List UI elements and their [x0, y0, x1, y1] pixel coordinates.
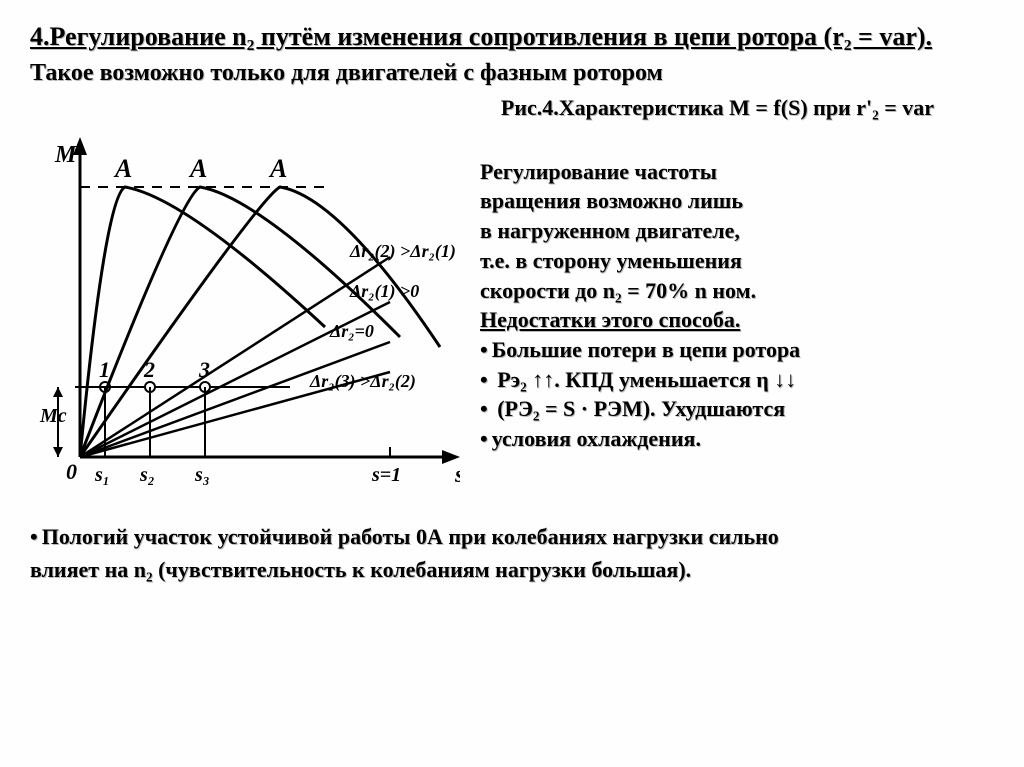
text-line: Регулирование частоты — [480, 157, 994, 187]
svg-text:Δr₂(2) >Δr₂(1): Δr₂(2) >Δr₂(1) — [349, 241, 456, 262]
bullet-line: Большие потери в цепи ротора — [480, 335, 994, 365]
bullet-line: (PЭ₂ = S · PЭМ). Ухудшаются — [480, 394, 994, 424]
bullet-line: условия охлаждения. — [480, 424, 994, 454]
footer-line-1: Пологий участок устойчивой работы 0А при… — [30, 524, 779, 549]
svg-text:Mc: Mc — [39, 405, 67, 427]
figure-caption: Рис.4.Характеристика M = f(S) при r'₂ = … — [30, 95, 934, 121]
page-heading: 4.Регулирование n₂ путём изменения сопро… — [30, 20, 994, 54]
disadvantages-title: Недостатки этого способа. — [480, 305, 994, 335]
svg-text:s: s — [454, 462, 460, 488]
svg-text:A: A — [268, 154, 287, 183]
footer-line-2: влияет на n₂ (чувствительность к колебан… — [30, 557, 691, 582]
svg-text:Δr₂(1) >0: Δr₂(1) >0 — [349, 281, 419, 302]
text-column: Регулирование частоты вращения возможно … — [470, 127, 994, 454]
bullet-line: Pэ₂ ↑↑. КПД уменьшается η ↓↓ — [480, 365, 994, 395]
svg-text:0: 0 — [66, 459, 77, 484]
svg-text:M: M — [54, 142, 78, 168]
text-line: в нагруженном двигателе, — [480, 216, 994, 246]
footer-text: Пологий участок устойчивой работы 0А при… — [30, 520, 994, 586]
chart-column: Ms0Mcs=1A1s₁A2s₂A3s₃Δr₂(2) >Δr₂(1)Δr₂(1)… — [30, 127, 470, 502]
text-line: т.е. в сторону уменьшения — [480, 246, 994, 276]
text-line: вращения возможно лишь — [480, 186, 994, 216]
svg-text:s₃: s₃ — [194, 464, 210, 486]
svg-text:s₁: s₁ — [94, 464, 110, 486]
content-row: Ms0Mcs=1A1s₁A2s₂A3s₃Δr₂(2) >Δr₂(1)Δr₂(1)… — [30, 127, 994, 502]
page-subtitle: Такое возможно только для двигателей с ф… — [30, 60, 994, 87]
svg-text:s=1: s=1 — [371, 464, 401, 486]
svg-text:A: A — [188, 154, 207, 183]
svg-text:Δr₂(3) >Δr₂(2): Δr₂(3) >Δr₂(2) — [309, 371, 416, 392]
svg-text:s₂: s₂ — [139, 464, 155, 486]
text-line: скорости до n₂ = 70% n ном. — [480, 276, 994, 306]
svg-text:1: 1 — [99, 357, 110, 382]
svg-text:A: A — [113, 154, 132, 183]
svg-text:Δr₂=0: Δr₂=0 — [329, 321, 374, 341]
svg-text:3: 3 — [198, 357, 210, 382]
characteristic-chart: Ms0Mcs=1A1s₁A2s₂A3s₃Δr₂(2) >Δr₂(1)Δr₂(1)… — [30, 127, 460, 497]
